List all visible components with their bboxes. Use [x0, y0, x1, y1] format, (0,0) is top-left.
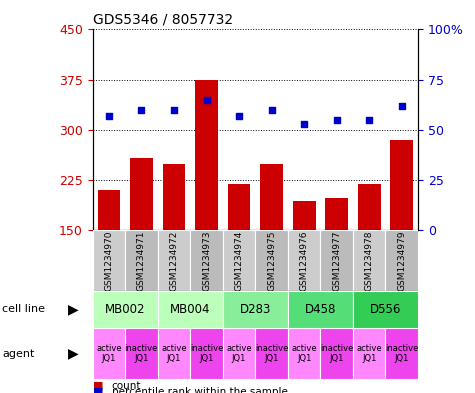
Bar	[195, 79, 218, 230]
Bar	[288, 328, 321, 379]
Text: ▶: ▶	[68, 303, 79, 316]
Bar	[162, 164, 185, 230]
Point	[170, 107, 178, 113]
Bar	[125, 328, 158, 379]
Text: ■: ■	[93, 387, 103, 393]
Text: GSM1234975: GSM1234975	[267, 230, 276, 290]
Text: inactive
JQ1: inactive JQ1	[385, 344, 418, 364]
Text: D556: D556	[370, 303, 401, 316]
Bar	[288, 230, 321, 291]
Text: GSM1234971: GSM1234971	[137, 230, 146, 290]
Text: GSM1234976: GSM1234976	[300, 230, 309, 290]
Point	[105, 112, 113, 119]
Text: active
JQ1: active JQ1	[161, 344, 187, 364]
Text: GSM1234977: GSM1234977	[332, 230, 341, 290]
Bar	[386, 328, 418, 379]
Bar	[190, 230, 223, 291]
Bar	[158, 230, 190, 291]
Text: inactive
JQ1: inactive JQ1	[255, 344, 288, 364]
Text: MB004: MB004	[170, 303, 210, 316]
Text: GDS5346 / 8057732: GDS5346 / 8057732	[93, 13, 233, 27]
Bar	[260, 164, 283, 230]
Bar	[256, 328, 288, 379]
Text: ▶: ▶	[68, 347, 79, 361]
Point	[300, 121, 308, 127]
Text: D283: D283	[239, 303, 271, 316]
Bar	[256, 230, 288, 291]
Bar	[93, 291, 158, 328]
Text: active
JQ1: active JQ1	[356, 344, 382, 364]
Bar	[353, 328, 386, 379]
Bar	[93, 230, 125, 291]
Bar	[158, 291, 223, 328]
Bar	[223, 291, 288, 328]
Text: active
JQ1: active JQ1	[226, 344, 252, 364]
Bar	[125, 230, 158, 291]
Bar	[190, 328, 223, 379]
Bar	[358, 184, 380, 230]
Text: percentile rank within the sample: percentile rank within the sample	[112, 387, 287, 393]
Bar	[288, 291, 353, 328]
Text: GSM1234973: GSM1234973	[202, 230, 211, 290]
Point	[398, 103, 406, 109]
Point	[203, 96, 210, 103]
Bar	[321, 328, 353, 379]
Text: GSM1234974: GSM1234974	[235, 230, 244, 290]
Text: active
JQ1: active JQ1	[96, 344, 122, 364]
Bar	[386, 230, 418, 291]
Bar	[390, 140, 413, 230]
Bar	[223, 328, 256, 379]
Text: cell line: cell line	[2, 305, 46, 314]
Bar	[325, 198, 348, 230]
Text: inactive
JQ1: inactive JQ1	[190, 344, 223, 364]
Text: GSM1234979: GSM1234979	[397, 230, 406, 290]
Text: GSM1234970: GSM1234970	[104, 230, 114, 290]
Text: ■: ■	[93, 381, 103, 391]
Text: GSM1234972: GSM1234972	[170, 230, 179, 290]
Text: agent: agent	[2, 349, 35, 359]
Point	[333, 116, 341, 123]
Text: active
JQ1: active JQ1	[291, 344, 317, 364]
Bar	[228, 184, 250, 230]
Text: inactive
JQ1: inactive JQ1	[125, 344, 158, 364]
Bar	[97, 190, 120, 230]
Text: GSM1234978: GSM1234978	[365, 230, 374, 290]
Bar	[353, 291, 418, 328]
Bar	[353, 230, 386, 291]
Text: MB002: MB002	[105, 303, 145, 316]
Point	[268, 107, 276, 113]
Text: count: count	[112, 381, 141, 391]
Point	[235, 112, 243, 119]
Bar	[293, 201, 315, 230]
Text: D458: D458	[304, 303, 336, 316]
Bar	[223, 230, 256, 291]
Bar	[321, 230, 353, 291]
Point	[365, 116, 373, 123]
Bar	[158, 328, 190, 379]
Text: inactive
JQ1: inactive JQ1	[320, 344, 353, 364]
Point	[138, 107, 145, 113]
Bar	[130, 158, 153, 230]
Bar	[93, 328, 125, 379]
